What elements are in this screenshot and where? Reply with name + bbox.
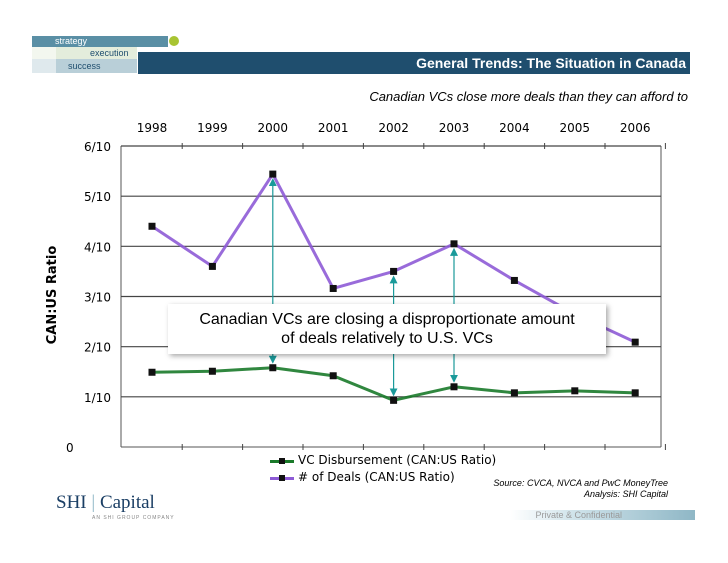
callout-line-1: Canadian VCs are closing a disproportion…: [199, 311, 575, 328]
data-point-vc-disbursement: [390, 396, 398, 404]
tagline-success: success: [68, 61, 101, 71]
tagline-strategy: strategy: [55, 36, 88, 46]
tagline-bar-strategy: [32, 36, 168, 47]
data-point-deals: [148, 222, 156, 230]
x-tick-label: 2004: [499, 121, 530, 135]
logo-name: SHI: [56, 492, 87, 513]
x-tick-label: 2001: [318, 121, 349, 135]
chart-legend: VC Disbursement (CAN:US Ratio) # of Deal…: [268, 453, 498, 491]
y-tick-label: 2/10: [84, 341, 111, 355]
legend-marker-icon: [279, 458, 285, 464]
logo-subtitle: AN SHI GROUP COMPANY: [92, 515, 175, 521]
x-tick-label: 2002: [378, 121, 409, 135]
x-tick-label: 2006: [620, 121, 651, 135]
y-tick-label: 5/10: [84, 190, 111, 204]
data-point-vc-disbursement: [208, 367, 216, 375]
data-point-vc-disbursement: [631, 389, 639, 397]
x-tick-label: 2005: [560, 121, 591, 135]
callout-box: Canadian VCs are closing a disproportion…: [168, 304, 606, 354]
data-point-vc-disbursement: [571, 387, 579, 395]
chart-subtitle: Canadian VCs close more deals than they …: [369, 89, 688, 104]
page-title: General Trends: The Situation in Canada: [416, 55, 686, 71]
analysis-line: Analysis: SHI Capital: [583, 489, 668, 499]
data-point-vc-disbursement: [269, 364, 277, 372]
legend-item-vc-disbursement: VC Disbursement (CAN:US Ratio): [268, 453, 498, 469]
data-point-vc-disbursement: [329, 372, 337, 380]
logo-word: Capital: [99, 492, 155, 513]
x-tick-label: 1999: [197, 121, 228, 135]
footer-confidential: Private & Confidential: [535, 510, 622, 520]
y-tick-label: 1/10: [84, 391, 111, 405]
y-tick-label: 4/10: [84, 240, 111, 254]
company-logo: SHI | Capital AN SHI GROUP COMPANY: [56, 492, 175, 521]
source-line: Source: CVCA, NVCA and PwC MoneyTree: [493, 478, 668, 488]
title-bar: General Trends: The Situation in Canada: [138, 52, 690, 74]
data-point-deals: [510, 276, 518, 284]
x-tick-label: 2003: [439, 121, 470, 135]
data-point-deals: [269, 170, 277, 178]
legend-label: VC Disbursement (CAN:US Ratio): [298, 453, 497, 467]
legend-label: # of Deals (CAN:US Ratio): [298, 470, 455, 484]
logo-divider: |: [91, 492, 96, 513]
data-point-deals: [208, 262, 216, 270]
tagline-execution: execution: [90, 48, 129, 58]
tagline-corner: [32, 47, 56, 73]
data-point-deals: [329, 284, 337, 292]
y-tick-label: 0: [66, 441, 74, 455]
green-dot-icon: [169, 36, 179, 46]
footer-bar: [510, 510, 695, 520]
data-point-deals: [450, 240, 458, 248]
legend-marker-icon: [279, 475, 285, 481]
callout-line-2: of deals relatively to U.S. VCs: [281, 330, 493, 347]
x-tick-label: 1998: [137, 121, 168, 135]
y-axis-label: CAN:US Ratio: [45, 246, 60, 345]
legend-item-deals: # of Deals (CAN:US Ratio): [268, 470, 498, 486]
data-point-deals: [631, 338, 639, 346]
y-tick-label: 6/10: [84, 140, 111, 154]
x-tick-label: 2000: [258, 121, 289, 135]
y-tick-label: 3/10: [84, 291, 111, 305]
tagline-bar-success: [32, 59, 137, 73]
data-point-vc-disbursement: [450, 383, 458, 391]
header-banner: [32, 36, 179, 73]
data-point-vc-disbursement: [510, 389, 518, 397]
source-note: Source: CVCA, NVCA and PwC MoneyTree Ana…: [493, 478, 668, 500]
data-point-deals: [390, 267, 398, 275]
data-point-vc-disbursement: [148, 368, 156, 376]
tagline-bar-execution: [32, 47, 137, 59]
